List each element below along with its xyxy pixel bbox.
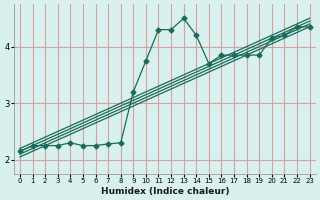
X-axis label: Humidex (Indice chaleur): Humidex (Indice chaleur) (100, 187, 229, 196)
